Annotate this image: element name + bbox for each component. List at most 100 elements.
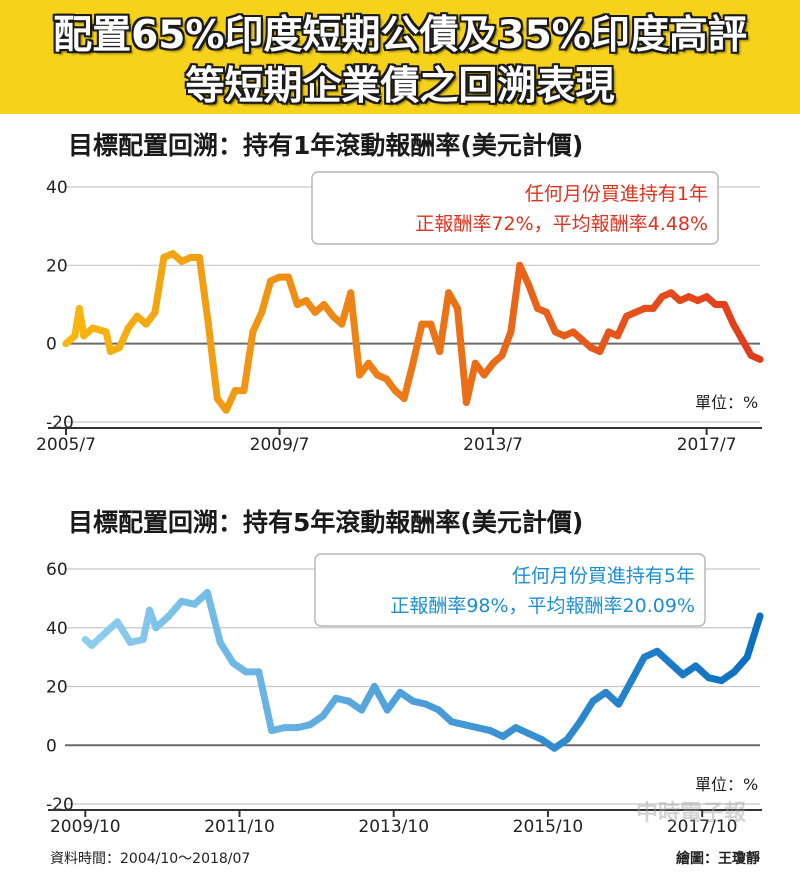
data-point xyxy=(685,293,693,301)
data-point xyxy=(345,697,353,705)
data-point xyxy=(666,659,674,667)
data-point xyxy=(721,301,728,308)
x-tick-label: 2015/10 xyxy=(513,817,584,837)
data-point xyxy=(133,312,141,320)
data-point xyxy=(178,597,186,605)
data-period-note: 資料時間：2004/10～2018/07 xyxy=(50,851,251,867)
annotation-text: 正報酬率98%，平均報酬率20.09% xyxy=(390,595,695,617)
data-point xyxy=(756,612,764,620)
line-segment xyxy=(614,312,631,340)
annotation-text: 任何月份買進持有1年 xyxy=(525,183,708,205)
data-point xyxy=(124,324,132,332)
line-segment xyxy=(400,359,417,402)
unit-label: 單位：% xyxy=(695,775,758,794)
data-point xyxy=(462,399,470,406)
data-point xyxy=(486,727,494,734)
data-point xyxy=(461,721,468,729)
data-point xyxy=(499,733,507,740)
x-tick-label: 2013/10 xyxy=(358,817,429,837)
data-point xyxy=(667,289,675,297)
data-point xyxy=(658,293,666,301)
data-point xyxy=(747,352,755,359)
x-tick-label: 2011/10 xyxy=(204,817,275,837)
y-tick-label: 0 xyxy=(46,335,57,355)
line-segment xyxy=(383,688,404,714)
data-point xyxy=(602,688,610,696)
y-tick-label: 0 xyxy=(46,736,57,756)
x-tick-label: 2013/7 xyxy=(463,435,523,455)
line-segment xyxy=(113,618,134,646)
data-point xyxy=(191,600,198,608)
data-point xyxy=(276,273,283,281)
data-point xyxy=(448,718,455,726)
data-point xyxy=(516,261,524,269)
data-point xyxy=(374,371,381,379)
data-point xyxy=(640,653,648,661)
data-point xyxy=(285,273,292,281)
annotation-text: 正報酬率72%，平均報酬率4.48% xyxy=(415,213,708,235)
y-tick-label: 20 xyxy=(46,256,68,276)
data-point xyxy=(160,254,168,261)
data-point xyxy=(319,712,327,720)
data-point xyxy=(242,668,250,676)
data-point xyxy=(409,359,417,367)
data-point xyxy=(563,735,571,743)
line-segment xyxy=(204,320,221,402)
data-point xyxy=(347,289,355,297)
x-tick-label: 2017/10 xyxy=(667,817,738,837)
line-segment xyxy=(284,273,301,308)
data-point xyxy=(730,668,738,676)
data-point xyxy=(623,312,630,320)
data-point xyxy=(229,659,237,667)
line-segment xyxy=(195,254,212,328)
line-segment xyxy=(498,328,515,359)
data-point xyxy=(615,700,623,708)
data-point xyxy=(338,320,346,328)
line-segment xyxy=(370,683,391,714)
data-point xyxy=(471,359,479,367)
data-point xyxy=(371,683,378,690)
x-tick-label: 2005/7 xyxy=(36,435,96,455)
data-point xyxy=(649,305,657,312)
line-segment xyxy=(409,320,426,367)
data-point xyxy=(538,735,545,743)
y-tick-label: -20 xyxy=(46,795,74,815)
data-point xyxy=(534,305,541,312)
data-point xyxy=(107,348,114,355)
data-point xyxy=(712,301,719,308)
line-segment xyxy=(576,697,597,726)
line-segment xyxy=(596,328,613,355)
data-point xyxy=(512,724,520,732)
data-point xyxy=(88,641,96,649)
data-point xyxy=(222,406,230,414)
line-segment xyxy=(258,277,275,316)
data-point xyxy=(249,328,257,336)
data-point xyxy=(255,668,263,676)
data-point xyxy=(204,320,212,328)
line-segment xyxy=(462,359,479,406)
y-tick-label: 40 xyxy=(46,178,68,198)
data-point xyxy=(101,630,108,638)
data-point xyxy=(89,324,97,332)
line-segment xyxy=(542,308,559,336)
data-point xyxy=(632,308,639,316)
line-segment xyxy=(75,304,88,340)
data-point xyxy=(703,293,711,301)
data-point xyxy=(550,744,558,752)
data-point xyxy=(332,694,340,702)
data-point xyxy=(178,258,186,265)
x-tick-label: 2017/7 xyxy=(677,435,737,455)
data-point xyxy=(126,639,134,646)
chart1-title: 目標配置回溯：持有1年滾動報酬率(美元計價) xyxy=(68,131,584,160)
data-point xyxy=(293,724,301,732)
unit-label: 單位：% xyxy=(695,393,758,412)
data-point xyxy=(311,308,319,316)
data-point xyxy=(400,395,408,402)
data-point xyxy=(718,677,725,685)
data-point xyxy=(422,700,430,708)
data-point xyxy=(203,589,211,596)
data-point xyxy=(692,662,700,670)
